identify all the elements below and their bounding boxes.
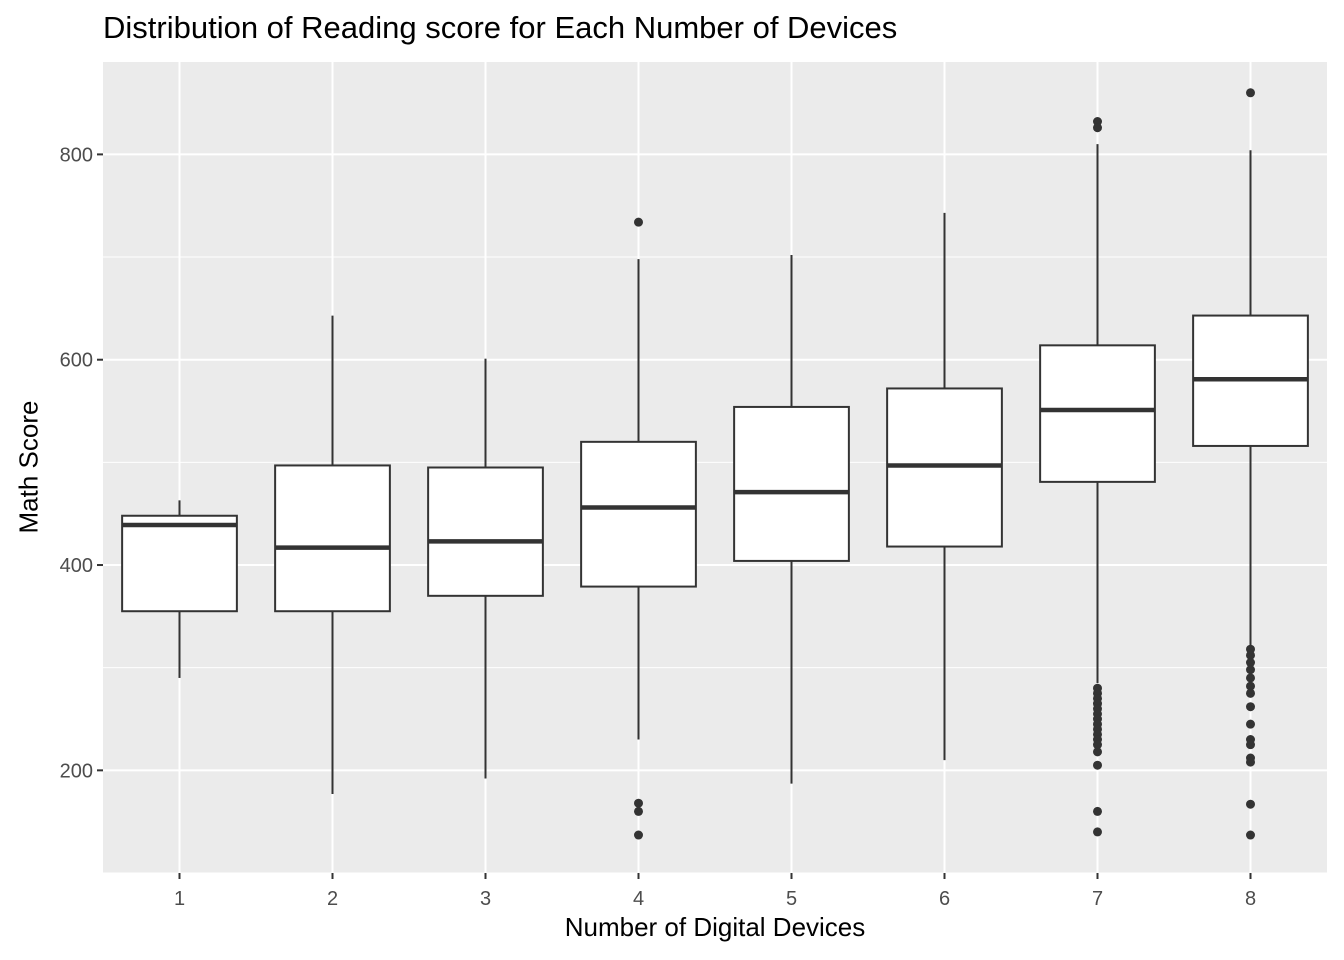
outlier-point: [1093, 827, 1102, 837]
y-tick-label: 200: [60, 760, 93, 782]
y-axis-label: Math Score: [13, 400, 44, 534]
iqr-box: [121, 514, 238, 613]
outlier-point: [1246, 665, 1255, 675]
outlier-point: [1246, 740, 1255, 750]
outlier-point: [1246, 688, 1255, 698]
x-tick-label: 4: [633, 888, 644, 910]
x-tick-label: 3: [480, 888, 491, 910]
outlier-point: [1246, 658, 1255, 668]
outlier-point: [1246, 799, 1255, 809]
x-tick-label: 6: [939, 888, 950, 910]
chart-title: Distribution of Reading score for Each N…: [103, 10, 898, 45]
outlier-point: [1246, 650, 1255, 660]
outlier-point: [1093, 123, 1102, 133]
outlier-point: [1093, 747, 1102, 757]
outlier-point: [1246, 673, 1255, 683]
outlier-point: [634, 830, 643, 840]
outlier-point: [634, 806, 643, 816]
outlier-point: [1093, 806, 1102, 816]
outlier-point: [1246, 719, 1255, 729]
axis-ticks: 200 400 600 800 1 2 3 4 5 6 7 8: [60, 144, 1256, 910]
box-8: [1192, 88, 1309, 840]
box-2: [274, 315, 391, 794]
x-tick-label: 2: [327, 888, 338, 910]
box-3: [427, 358, 544, 779]
outlier-point: [1093, 760, 1102, 770]
box-1: [121, 500, 238, 678]
iqr-box: [427, 466, 544, 597]
outlier-point: [1246, 644, 1255, 654]
box-5: [733, 254, 850, 784]
iqr-box: [1039, 344, 1156, 483]
x-tick-label: 1: [174, 888, 185, 910]
x-tick-label: 5: [786, 888, 797, 910]
x-axis-label: Number of Digital Devices: [564, 912, 866, 942]
outlier-point: [634, 217, 643, 227]
outlier-point: [1246, 88, 1255, 98]
iqr-box: [274, 464, 391, 613]
outlier-point: [1093, 740, 1102, 750]
box-4: [580, 217, 697, 840]
y-tick-label: 800: [60, 144, 93, 166]
outlier-point: [1246, 757, 1255, 767]
box-6: [886, 212, 1003, 761]
outlier-point: [1246, 702, 1255, 712]
y-tick-label: 600: [60, 350, 93, 372]
outlier-point: [1246, 681, 1255, 691]
box-7: [1039, 117, 1156, 837]
y-tick-label: 400: [60, 555, 93, 577]
outlier-point: [1246, 830, 1255, 840]
iqr-box: [733, 405, 850, 562]
box-layer: [121, 88, 1309, 840]
x-tick-label: 7: [1092, 888, 1103, 910]
outlier-point: [634, 798, 643, 808]
iqr-box: [580, 440, 697, 588]
outlier-point: [1093, 117, 1102, 127]
x-tick-label: 8: [1245, 888, 1256, 910]
